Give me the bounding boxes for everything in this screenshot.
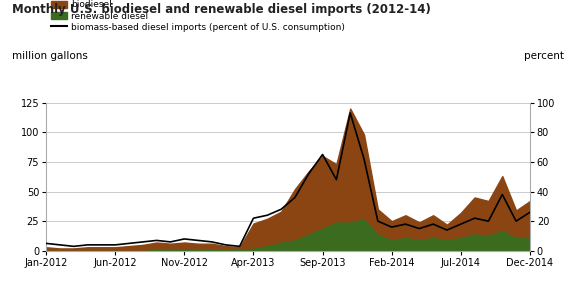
Text: percent: percent <box>525 51 564 61</box>
Legend: biodiesel, renewable diesel, biomass-based diesel imports (percent of U.S. consu: biodiesel, renewable diesel, biomass-bas… <box>51 0 345 32</box>
Text: Monthly U.S. biodiesel and renewable diesel imports (2012-14): Monthly U.S. biodiesel and renewable die… <box>12 3 430 16</box>
Text: million gallons: million gallons <box>12 51 88 61</box>
